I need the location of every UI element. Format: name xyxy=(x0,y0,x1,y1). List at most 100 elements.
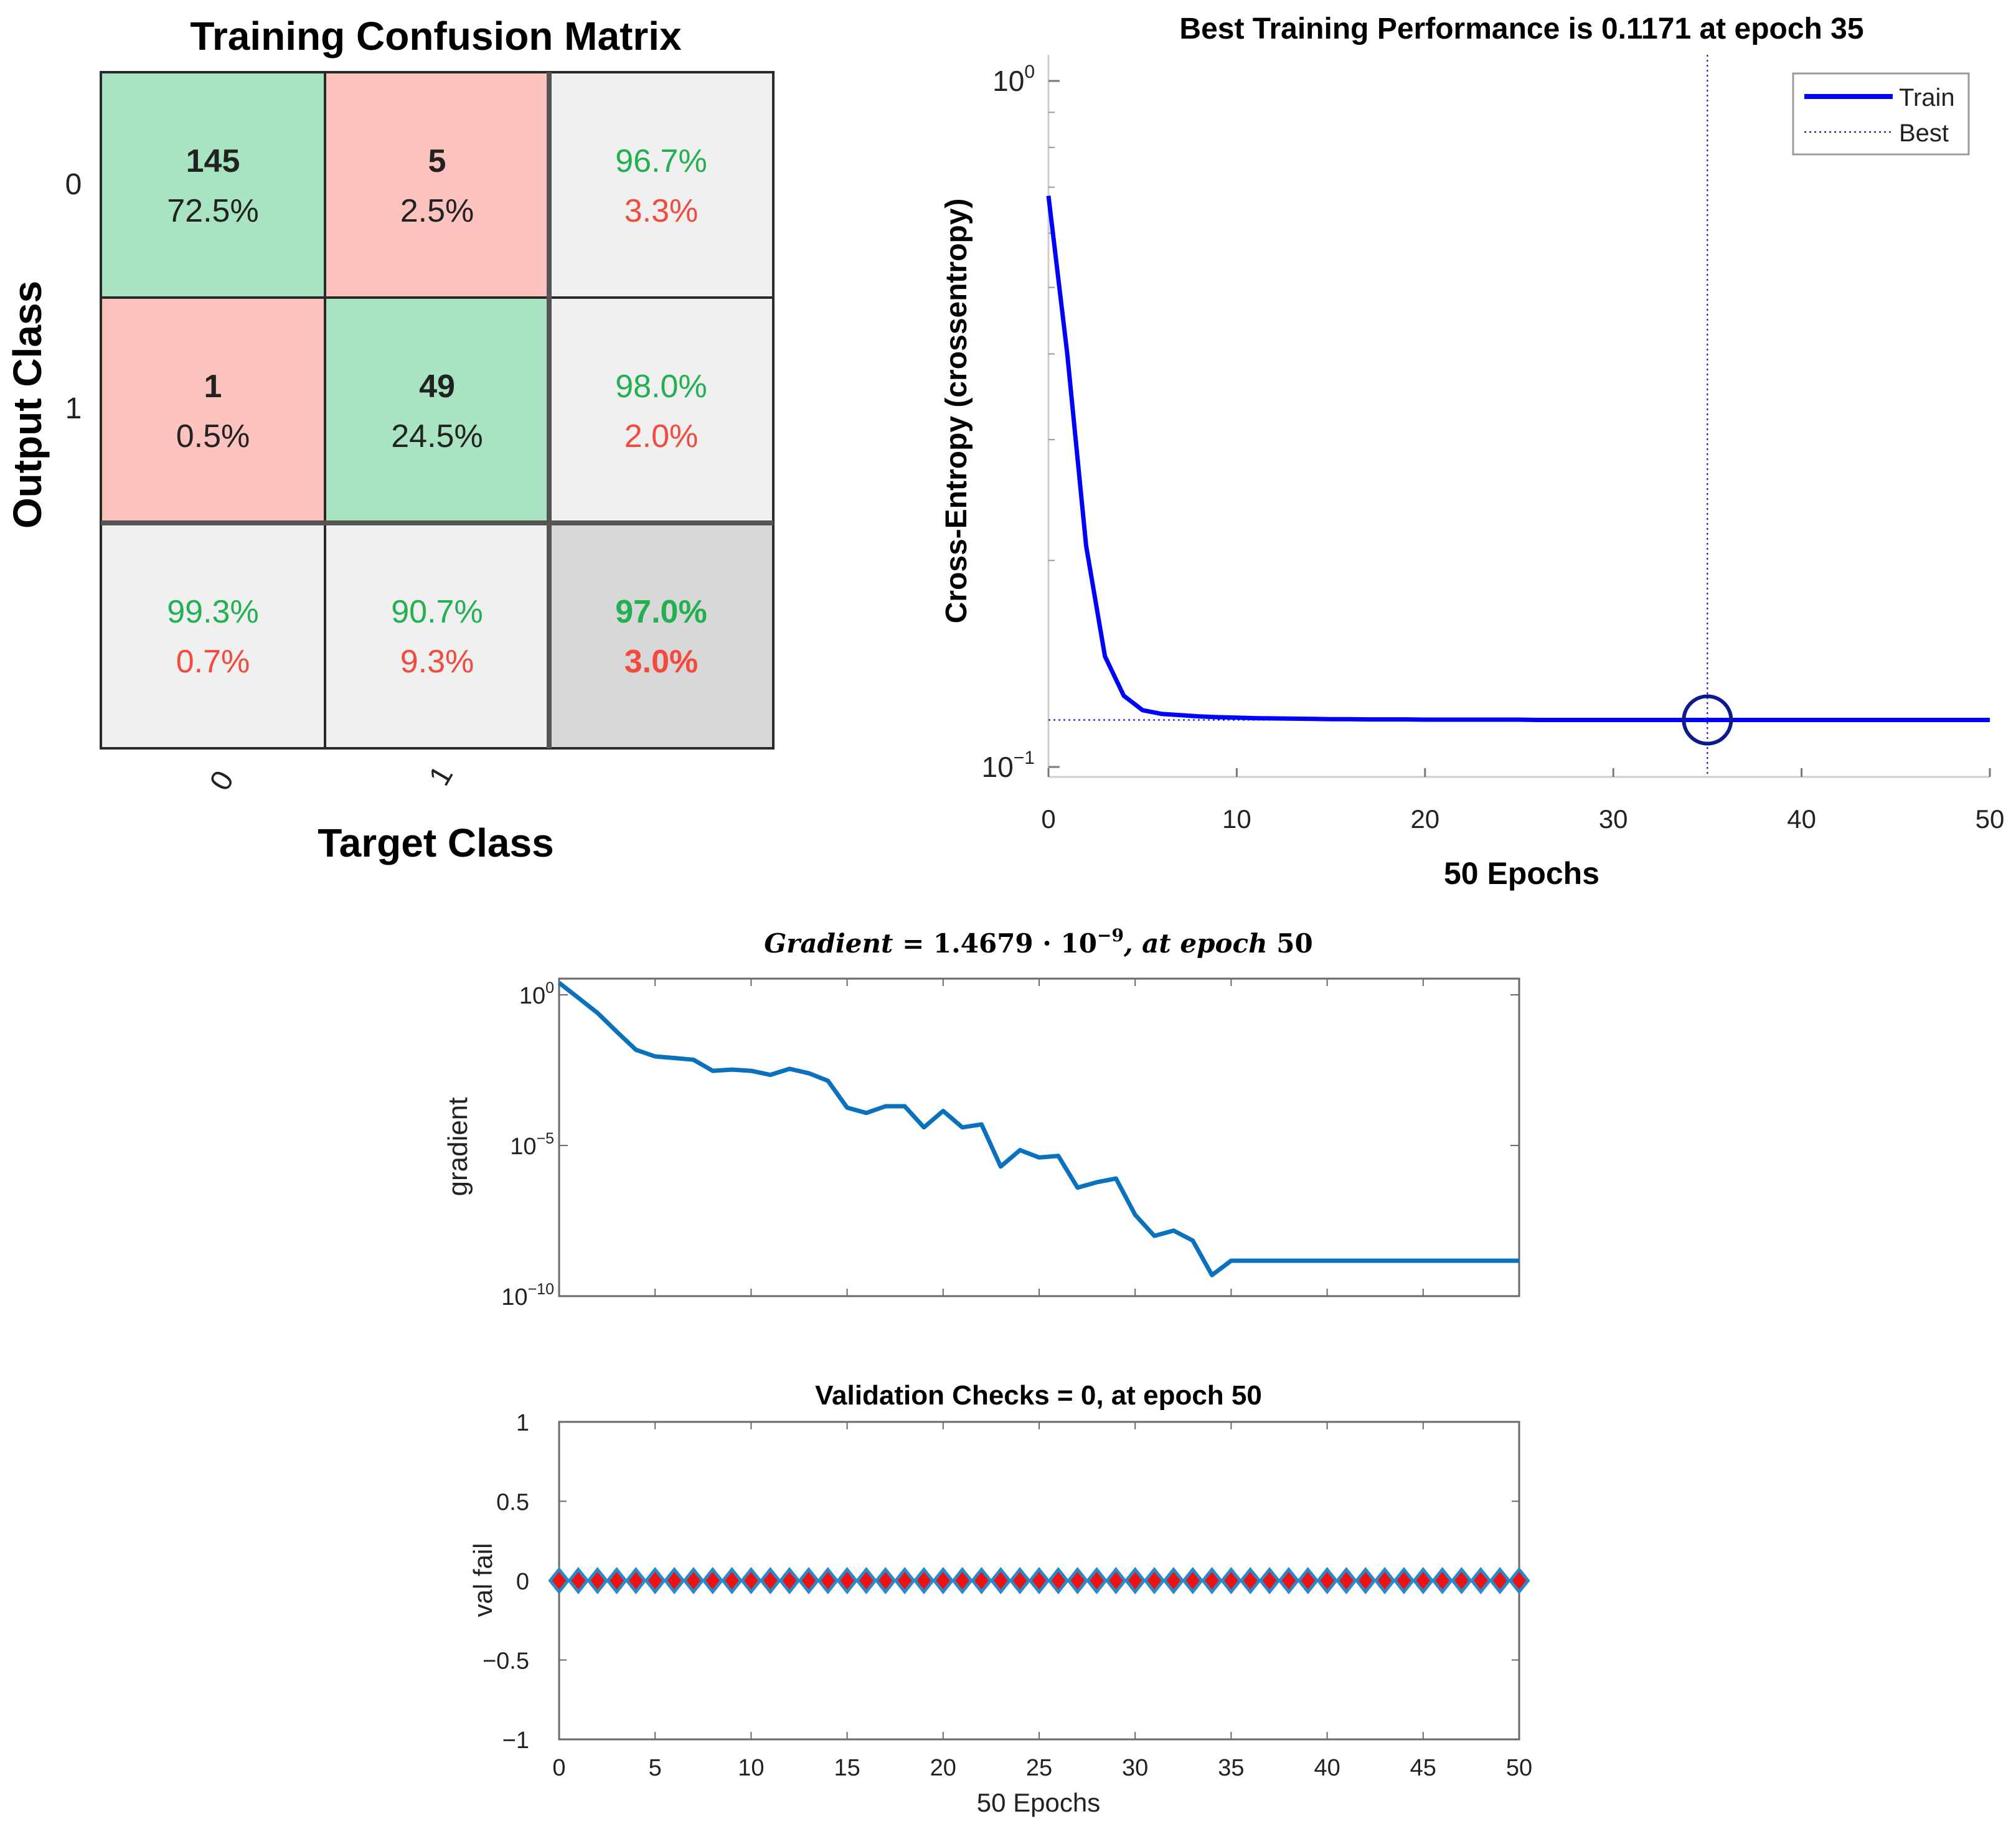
validation-point-marker xyxy=(759,1566,781,1595)
performance-x-tick-label: 30 xyxy=(1599,804,1628,834)
validation-point-marker xyxy=(663,1566,685,1595)
gradient-series-line xyxy=(557,980,1519,1277)
cm-cell-accuracy: 99.3% xyxy=(167,594,258,630)
performance-x-tick-label: 40 xyxy=(1787,804,1816,834)
cm-cell-error: 0.7% xyxy=(176,644,250,680)
validation-x-tick-label: 40 xyxy=(1314,1755,1340,1781)
cm-cell-error: 9.3% xyxy=(400,644,474,680)
performance-axes: 100 10−10 10 20 30 40 50 xyxy=(982,55,2005,834)
validation-point-marker xyxy=(1450,1566,1473,1595)
validation-x-tick-label: 5 xyxy=(649,1755,662,1781)
validation-point-marker xyxy=(1085,1566,1108,1595)
performance-y-axis-label: Cross-Entropy (crossentropy) xyxy=(940,199,973,624)
performance-plot: Best Training Performance is 0.1171 at e… xyxy=(940,12,2004,891)
validation-point-marker xyxy=(778,1566,801,1595)
cm-cell xyxy=(100,296,326,524)
validation-point-marker xyxy=(874,1566,897,1595)
validation-x-tick-label: 30 xyxy=(1122,1755,1148,1781)
cm-cell xyxy=(548,71,775,299)
validation-point-marker xyxy=(798,1566,820,1595)
validation-point-marker xyxy=(1105,1566,1127,1595)
validation-y-tick-label: 1 xyxy=(516,1410,529,1436)
gradient-y-tick-label: 10−5 xyxy=(510,1130,554,1160)
validation-point-marker xyxy=(1239,1566,1261,1595)
validation-point-marker xyxy=(586,1566,609,1595)
validation-point-marker xyxy=(1143,1566,1166,1595)
validation-point-marker xyxy=(836,1566,859,1595)
validation-y-axis-label: val fail xyxy=(468,1543,497,1617)
cm-cell xyxy=(324,71,550,299)
cm-row-label-1: 1 xyxy=(65,392,82,425)
gradient-y-axis-label: gradient xyxy=(443,1097,473,1196)
validation-y-tick-label: −0.5 xyxy=(483,1648,529,1675)
cm-col-label-1: 1 xyxy=(423,760,459,791)
validation-plot-area xyxy=(548,1566,1530,1595)
cm-cell xyxy=(100,71,326,299)
validation-axes: 0 5 10 15 20 25 30 35 40 45 50 1 0.5 0 −0.5 −1 xyxy=(483,1410,1532,1781)
validation-x-tick-label: 35 xyxy=(1218,1755,1244,1781)
confusion-matrix-title: Training Confusion Matrix xyxy=(190,14,682,59)
performance-x-tick-label: 0 xyxy=(1041,804,1055,834)
validation-point-marker xyxy=(567,1566,590,1595)
performance-x-tick-label: 10 xyxy=(1222,804,1251,834)
cm-cell-percent: 24.5% xyxy=(391,418,483,454)
validation-point-marker xyxy=(1200,1566,1223,1595)
cm-cell-count: 5 xyxy=(428,143,446,179)
validation-title: Validation Checks = 0, at epoch 50 xyxy=(815,1380,1262,1411)
validation-point-marker xyxy=(1297,1566,1319,1595)
cm-cell xyxy=(324,296,550,524)
validation-point-marker xyxy=(1508,1566,1530,1595)
gradient-plot: Gradient = 1.4679 · 10−9, at epoch 50 10… xyxy=(443,925,1520,1310)
validation-x-tick-label: 0 xyxy=(552,1755,565,1781)
best-epoch-marker xyxy=(1682,694,1733,746)
performance-x-axis-label: 50 Epochs xyxy=(1444,856,1599,891)
validation-point-marker xyxy=(682,1566,705,1595)
cm-cell xyxy=(548,522,775,750)
cm-cell-count: 145 xyxy=(186,143,240,179)
gradient-axes-box xyxy=(558,977,1520,1297)
validation-point-marker xyxy=(605,1566,628,1595)
performance-x-tick-label: 50 xyxy=(1976,804,2005,834)
validation-point-marker xyxy=(1047,1566,1070,1595)
legend-box xyxy=(1792,72,1970,156)
validation-x-tick-label: 50 xyxy=(1506,1755,1532,1781)
validation-point-marker xyxy=(932,1566,954,1595)
validation-point-marker xyxy=(1258,1566,1281,1595)
validation-y-tick-label: 0.5 xyxy=(496,1490,529,1516)
cm-cell-accuracy: 96.7% xyxy=(615,143,707,179)
cm-x-axis-label: Target Class xyxy=(318,821,553,865)
gradient-title: Gradient = 1.4679 · 10−9, at epoch 50 xyxy=(764,925,1312,959)
validation-point-marker xyxy=(913,1566,935,1595)
validation-point-marker xyxy=(1067,1566,1089,1595)
performance-y-tick-label: 10−1 xyxy=(982,748,1035,783)
cm-cell-accuracy: 98.0% xyxy=(615,369,707,405)
validation-point-marker xyxy=(1009,1566,1031,1595)
validation-point-marker xyxy=(1220,1566,1243,1595)
validation-point-marker xyxy=(720,1566,743,1595)
validation-point-marker xyxy=(548,1566,570,1595)
validation-point-marker xyxy=(855,1566,878,1595)
validation-point-marker xyxy=(817,1566,839,1595)
performance-title: Best Training Performance is 0.1171 at e… xyxy=(1179,12,1863,45)
performance-x-tick-label: 20 xyxy=(1410,804,1439,834)
gradient-plot-area xyxy=(557,980,1519,1277)
gradient-axes: 100 10−5 10−10 xyxy=(501,977,1520,1310)
cm-row-label-0: 0 xyxy=(65,168,82,201)
validation-y-tick-label: −1 xyxy=(502,1728,529,1754)
cm-cell-count: 1 xyxy=(204,369,222,405)
validation-point-marker xyxy=(1469,1566,1492,1595)
validation-x-tick-label: 45 xyxy=(1410,1755,1436,1781)
validation-x-axis-label: 50 Epochs xyxy=(977,1788,1100,1817)
train-series-line xyxy=(1046,195,1990,722)
validation-point-marker xyxy=(1162,1566,1185,1595)
cm-cell-error: 3.0% xyxy=(624,644,699,680)
performance-legend: Train Best xyxy=(1792,72,1970,156)
validation-x-tick-label: 10 xyxy=(738,1755,764,1781)
validation-point-marker xyxy=(893,1566,916,1595)
validation-point-marker xyxy=(1316,1566,1339,1595)
validation-point-marker xyxy=(1431,1566,1454,1595)
validation-point-marker xyxy=(624,1566,647,1595)
cm-cell-error: 2.0% xyxy=(624,418,699,454)
validation-point-marker xyxy=(951,1566,974,1595)
